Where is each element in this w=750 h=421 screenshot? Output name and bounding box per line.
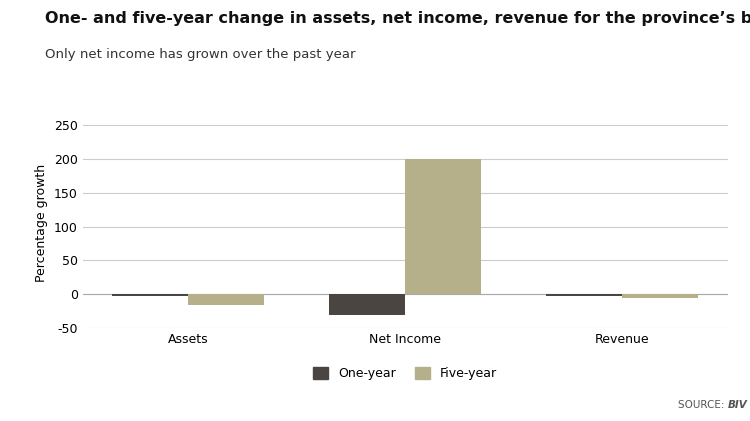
Text: SOURCE:: SOURCE: — [678, 400, 728, 410]
Legend: One-year, Five-year: One-year, Five-year — [308, 362, 502, 385]
Bar — [405, 159, 481, 294]
Y-axis label: Percentage growth: Percentage growth — [35, 164, 48, 282]
Text: One- and five-year change in assets, net income, revenue for the province’s bigg: One- and five-year change in assets, net… — [45, 11, 750, 26]
Bar — [546, 294, 622, 296]
Bar — [622, 294, 698, 298]
Text: BIV: BIV — [728, 400, 747, 410]
Bar — [329, 294, 405, 315]
Bar — [112, 294, 188, 296]
Bar — [188, 294, 264, 305]
Text: LIST: LIST — [747, 400, 750, 410]
Text: Only net income has grown over the past year: Only net income has grown over the past … — [45, 48, 356, 61]
